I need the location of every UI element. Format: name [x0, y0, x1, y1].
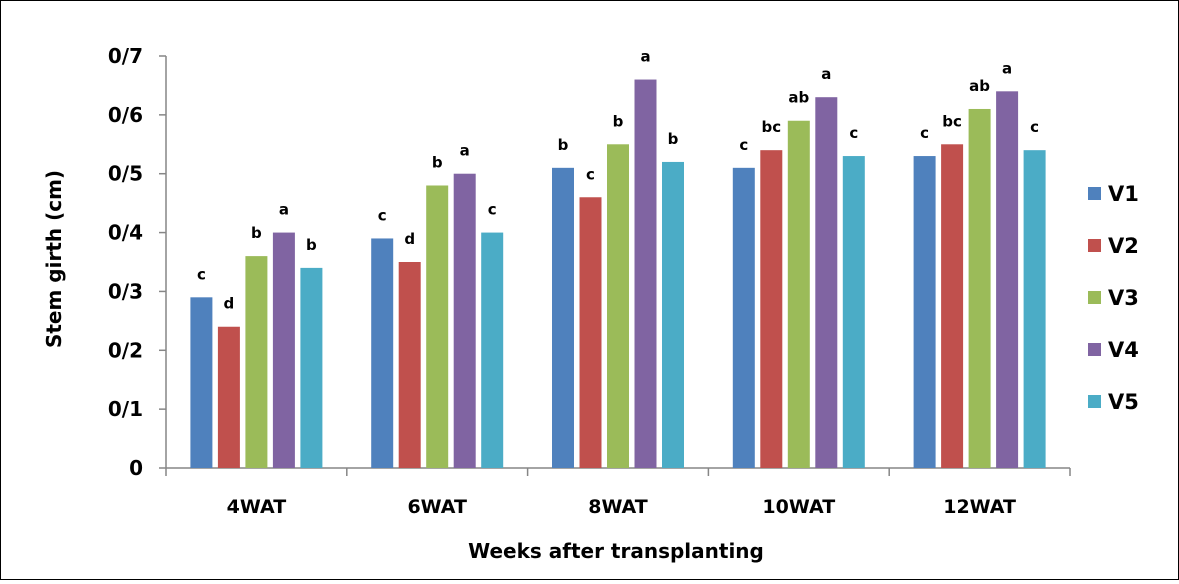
bar [607, 144, 629, 469]
bar-label: c [739, 136, 748, 154]
bar-label: c [920, 124, 929, 142]
bar-label: b [306, 236, 317, 254]
bar-label: b [251, 224, 262, 242]
x-tick-label: 4WAT [227, 496, 287, 518]
x-tick-label: 12WAT [943, 496, 1016, 518]
x-axis: 4WAT 6WAT 8WAT 10WAT 12WAT [165, 467, 1071, 518]
bar [398, 262, 421, 468]
bar-label: b [668, 130, 679, 148]
bar [787, 120, 810, 468]
y-tick-label: 0/1 [108, 397, 143, 421]
y-axis-title: Stem girth (cm) [42, 170, 66, 348]
bar-label: d [224, 295, 235, 313]
bar [662, 161, 684, 468]
bar [453, 173, 476, 468]
bar-label: ab [788, 89, 809, 107]
legend-label: V2 [1108, 234, 1139, 258]
bar-label: b [558, 136, 569, 154]
y-tick-label: 0/7 [108, 44, 143, 68]
legend-label: V4 [1108, 338, 1139, 362]
bar-label: d [404, 230, 415, 248]
y-tick-label: 0/2 [108, 338, 143, 362]
bar-label: ab [969, 77, 990, 95]
bar [913, 156, 936, 469]
bar [968, 108, 991, 468]
bar [579, 197, 602, 468]
legend-label: V3 [1108, 286, 1139, 310]
x-axis-title: Weeks after transplanting [468, 539, 764, 563]
x-tick-label: 10WAT [762, 496, 835, 518]
bar [815, 97, 838, 468]
bar-label: b [432, 153, 443, 171]
bar [426, 185, 449, 468]
x-tick-label: 8WAT [588, 496, 648, 518]
bar [245, 256, 268, 468]
bar-label: bc [761, 118, 781, 136]
legend-swatch [1088, 239, 1101, 252]
bar-label: bc [942, 112, 962, 130]
bar [1023, 150, 1046, 468]
y-tick-label: 0/5 [108, 162, 143, 186]
bar [634, 79, 657, 469]
x-tick-label: 6WAT [407, 496, 467, 518]
y-tick-label: 0/6 [108, 103, 143, 127]
y-axis: 0 0/1 0/2 0/3 0/4 0/5 0/6 0/7 [108, 44, 167, 480]
bar [941, 144, 964, 469]
bar-label: c [378, 206, 387, 224]
bar [996, 91, 1019, 469]
bar-label: a [279, 201, 289, 219]
bar [217, 326, 240, 468]
legend-label: V1 [1108, 182, 1139, 206]
bar-label: c [1030, 118, 1039, 136]
bar-label: c [586, 165, 595, 183]
bar [732, 167, 755, 469]
y-tick-label: 0/4 [108, 221, 143, 245]
bar [842, 156, 865, 469]
y-tick-label: 0/3 [108, 279, 143, 303]
bar-label: c [197, 265, 206, 283]
legend-swatch [1088, 291, 1101, 304]
bar [272, 232, 295, 468]
bar-label: a [1002, 59, 1012, 77]
legend-swatch [1088, 187, 1101, 200]
bar-label: c [488, 201, 497, 219]
bar-label: c [849, 124, 858, 142]
legend-label: V5 [1108, 390, 1139, 414]
bar-label: b [613, 112, 624, 130]
bar [300, 267, 323, 468]
bar [371, 238, 394, 468]
bar [552, 167, 574, 469]
bar [190, 297, 213, 468]
bar-label: a [640, 48, 650, 66]
bar-label: a [460, 142, 470, 160]
bar-label: a [821, 65, 831, 83]
bar [760, 150, 783, 468]
y-tick-label: 0 [129, 456, 143, 480]
bar [481, 232, 504, 468]
bars [190, 79, 1046, 469]
legend-swatch [1088, 343, 1101, 356]
legend: V1 V2 V3 V4 V5 [1088, 182, 1139, 414]
legend-swatch [1088, 395, 1101, 408]
